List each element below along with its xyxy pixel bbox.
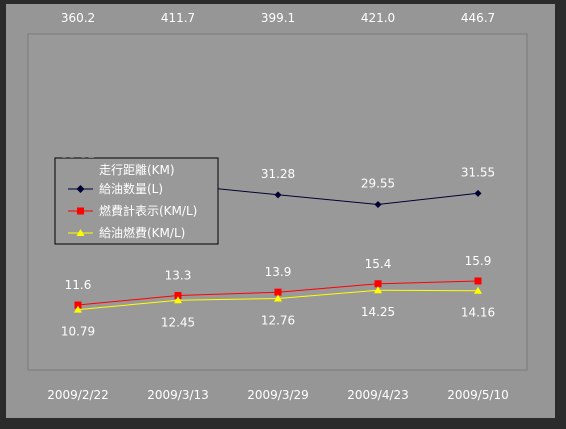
x-tick-label: 2009/3/29: [247, 388, 309, 402]
legend-marker-fuel-volume: [76, 185, 85, 193]
x-axis-labels: 2009/2/22 2009/3/13 2009/3/29 2009/4/23 2009…: [47, 388, 509, 402]
data-point: [174, 296, 182, 304]
legend: 走行距離(KM) 給油数量(L) 燃費計表示(KM/L) 給油燃費(KM/L): [54, 157, 219, 245]
data-label: 12.76: [261, 314, 295, 328]
legend-marker-meter-economy: [77, 207, 84, 215]
data-label: 31.55: [461, 165, 495, 179]
x-tick-label: 2009/3/13: [147, 388, 209, 402]
top-value-label: 421.0: [361, 11, 395, 25]
data-point: [274, 191, 282, 199]
data-point: [474, 189, 482, 197]
data-label: 14.25: [361, 305, 395, 319]
data-label: 15.4: [365, 257, 392, 271]
data-label: 12.45: [161, 315, 195, 329]
data-label: 15.9: [465, 254, 492, 268]
data-label: 10.79: [61, 325, 95, 339]
data-point: [474, 286, 482, 294]
data-point: [474, 277, 482, 285]
data-label: 13.3: [165, 269, 192, 283]
top-value-label: 399.1: [261, 11, 295, 25]
legend-entry-fuel-volume: 給油数量(L): [99, 181, 163, 196]
data-point: [174, 292, 182, 300]
top-value-label: 360.2: [61, 11, 95, 25]
top-value-label: 411.7: [161, 11, 195, 25]
data-label: 31.28: [261, 167, 295, 181]
top-value-label: 446.7: [461, 11, 495, 25]
x-tick-label: 2009/2/22: [47, 388, 109, 402]
data-point: [374, 286, 382, 294]
data-label: 29.55: [361, 177, 395, 191]
legend-box: [54, 157, 219, 245]
data-point: [274, 294, 282, 302]
series-3: 10.79 12.45 12.76 14.25 14.16: [61, 286, 495, 339]
data-point: [374, 201, 382, 209]
data-point: [74, 305, 82, 313]
legend-marker-refuel-economy: [76, 229, 85, 236]
top-value-labels: 360.2 411.7 399.1 421.0 446.7: [61, 11, 495, 25]
data-label: 11.6: [65, 278, 92, 292]
data-point: [74, 301, 82, 309]
data-label: 14.16: [461, 306, 495, 320]
legend-entry-refuel-economy: 給油燃費(KM/L): [99, 225, 185, 240]
legend-entry-meter-economy: 燃費計表示(KM/L): [99, 203, 197, 218]
x-tick-label: 2009/5/10: [447, 388, 509, 402]
x-tick-label: 2009/4/23: [347, 388, 409, 402]
legend-entry-distance: 走行距離(KM): [99, 163, 175, 177]
series-2: 11.6 13.3 13.9 15.4 15.9: [65, 254, 492, 309]
data-point: [274, 288, 282, 296]
data-label: 13.9: [265, 265, 292, 279]
data-point: [374, 280, 382, 288]
